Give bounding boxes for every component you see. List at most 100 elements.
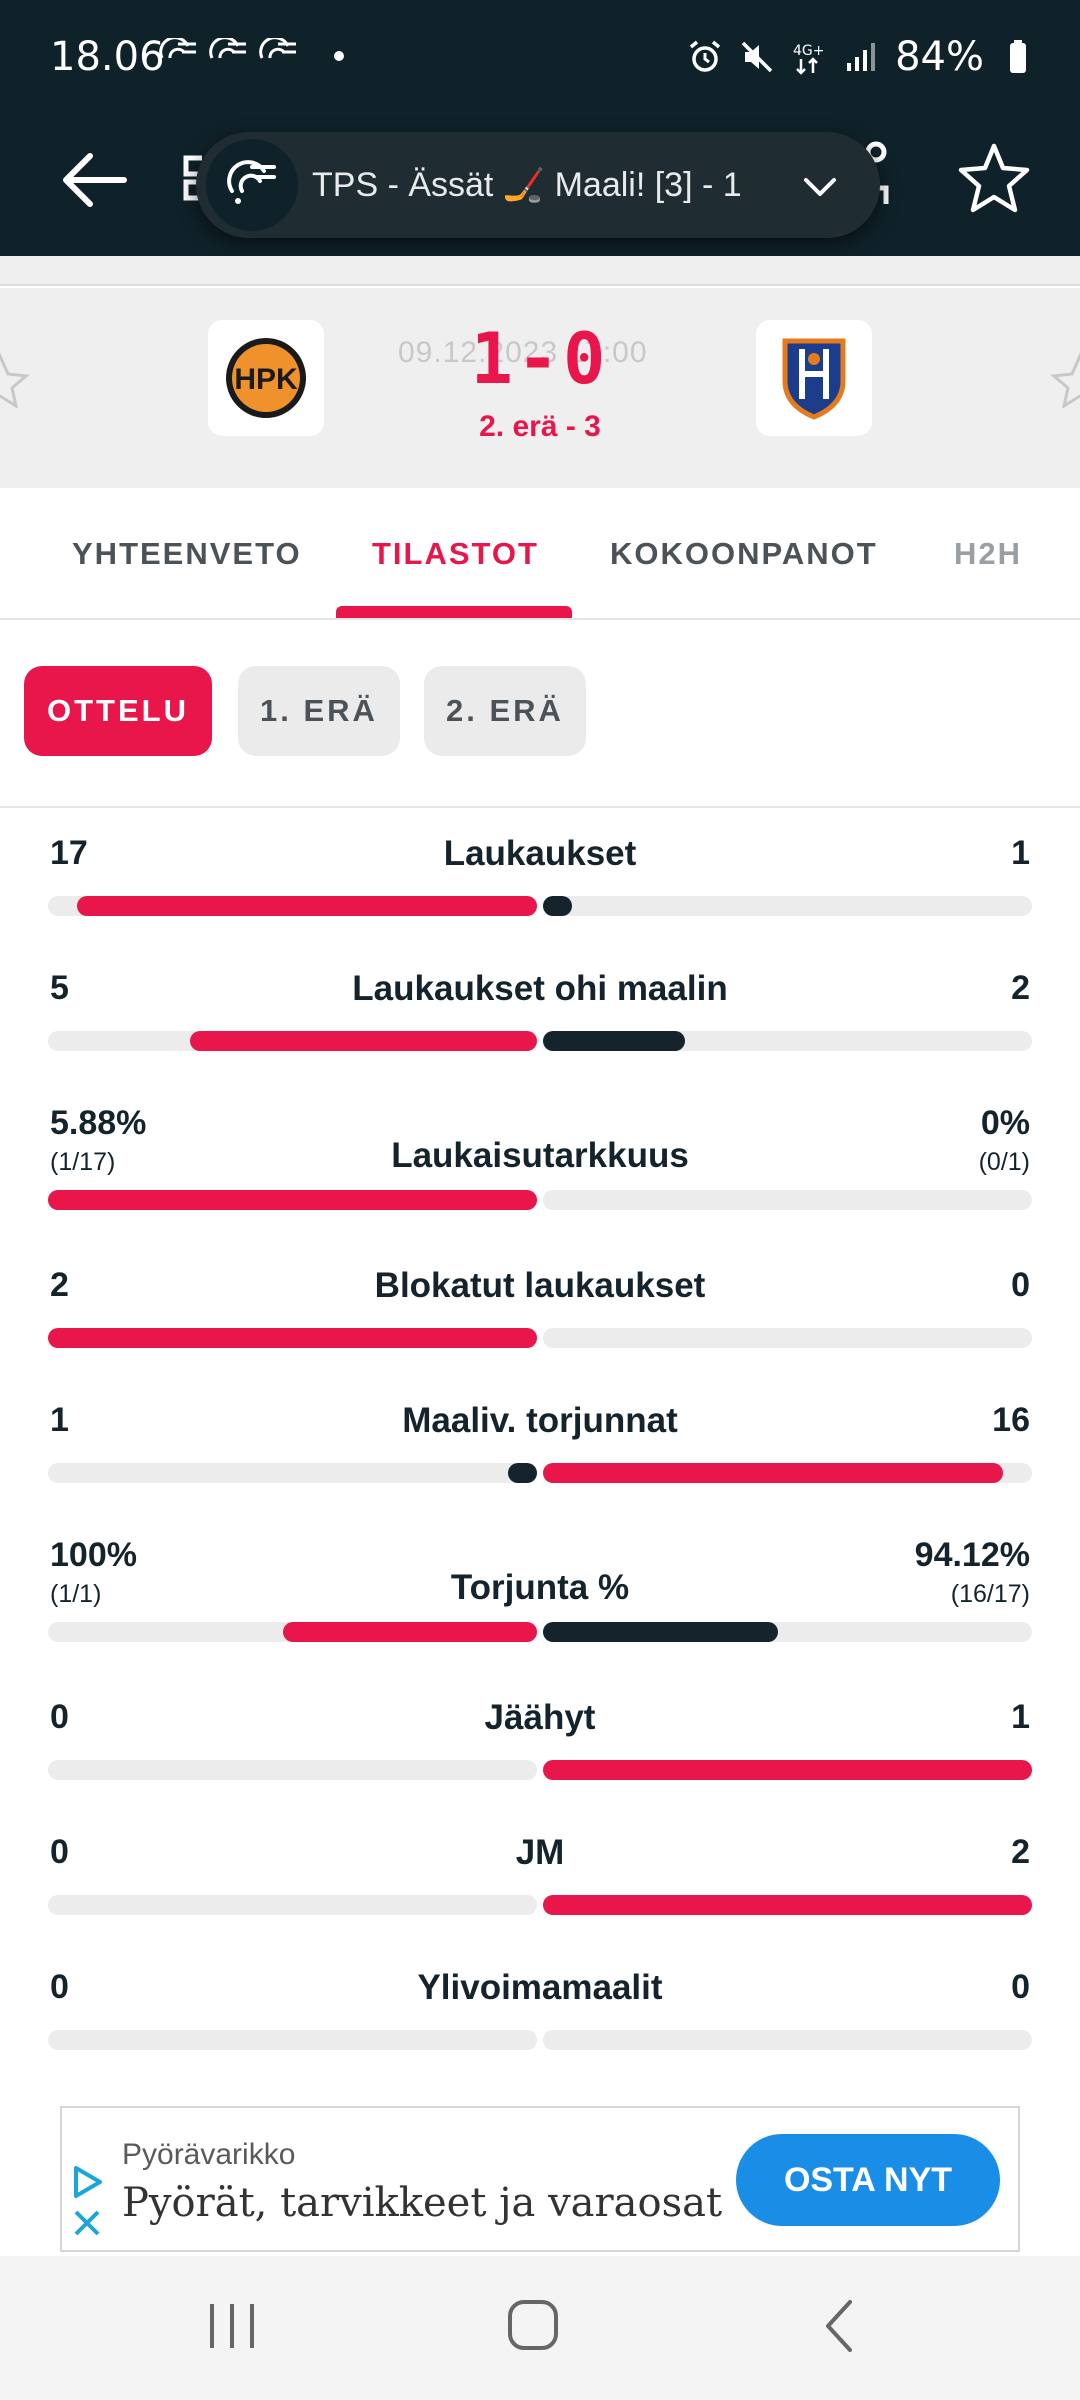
app-notification-icon [209,38,246,59]
favorite-away-star-icon[interactable] [1050,348,1080,408]
stat-home-bar-fill [48,1328,537,1348]
stat-away-bar-track [543,1463,1032,1483]
stat-home-bar-track [48,1463,537,1483]
period-filter: OTTELU 1. ERÄ 2. ERÄ [0,620,1080,808]
stat-home-bar-track [48,1622,537,1642]
stat-away-detail: (16/17) [950,1580,1030,1608]
stat-away-bar-track [543,1328,1032,1348]
stat-home-bar-fill [77,896,537,916]
recent-apps-icon[interactable] [192,2296,272,2356]
ad-banner[interactable]: Pyörävarikko Pyörät, tarvikkeet ja varao… [60,2106,1020,2252]
tab-h2h[interactable]: H2H [954,536,1023,571]
stat-away-value: 2 [1011,1833,1030,1871]
signal-icon [847,43,876,71]
home-icon[interactable] [494,2296,574,2356]
stat-home-value: 5 [50,969,69,1007]
status-right: 4G+ 84% [687,34,1036,80]
live-score-pill[interactable]: TPS - Ässät 🏒 Maali! [3] - 1 [196,132,880,238]
stat-home-value: 0 [50,1833,69,1871]
stat-home-value: 17 [50,834,88,872]
favorite-home-star-icon[interactable] [0,348,30,408]
svg-text:4G+: 4G+ [793,43,825,59]
stat-away-value: 94.12% [914,1536,1030,1574]
match-tabs: YHTEENVETO TILASTOT KOKOONPANOT H2H [0,488,1080,620]
stat-home-bar-track [48,1031,537,1051]
stat-home-bar-track [48,1190,537,1210]
home-team-logo[interactable]: HPK [208,320,324,436]
ad-choices-icon[interactable] [68,2164,108,2244]
stat-home-value: 5.88% [50,1104,147,1142]
stat-home-value: 0 [50,1968,69,2006]
top-app-bar: TPS - Ässät 🏒 Maali! [3] - 1 [0,118,1080,256]
chevron-down-icon[interactable] [800,166,840,206]
stat-away-value: 1 [1011,1698,1030,1736]
stat-home-bar-fill [283,1622,537,1642]
tab-lineups[interactable]: KOKOONPANOT [610,536,878,571]
stat-away-bar-fill [543,1760,1032,1780]
stat-away-bar-fill [543,1622,778,1642]
stat-away-detail: (0/1) [978,1148,1030,1176]
stat-away-bar-track [543,2030,1032,2050]
stat-away-value: 0% [980,1104,1030,1142]
back-nav-icon[interactable] [800,2296,880,2356]
stat-home-bar-track [48,896,537,916]
stat-home-value: 100% [50,1536,137,1574]
tappara-logo-icon [782,338,846,420]
stat-away-bar-fill [543,1463,1003,1483]
network-4g-icon: 4G+ [793,43,825,75]
stat-away-bar-track [543,1622,1032,1642]
ad-buy-now-button[interactable]: OSTA NYT [736,2134,1000,2226]
tab-statistics[interactable]: TILASTOT [372,536,539,571]
battery-level: 84% [895,34,984,80]
stat-home-bar-track [48,1328,537,1348]
match-header: HPK 09.12.2023 17:00 1-0 2. erä - 3 [0,288,1080,488]
stat-label: JM [515,1833,565,1872]
stat-home-detail: (1/17) [50,1148,116,1176]
stat-home-bar-fill [190,1031,537,1051]
stat-away-value: 16 [992,1401,1030,1439]
stat-away-bar-fill [543,896,572,916]
active-tab-indicator [336,606,572,618]
stat-home-bar-track [48,1895,537,1915]
ad-brand: Pyörävarikko [122,2138,296,2171]
stat-label: Jäähyt [484,1698,596,1737]
stat-home-bar-track [48,2030,537,2050]
stat-label: Laukaisutarkkuus [391,1136,689,1175]
hpk-logo-icon: HPK [226,338,306,418]
stat-away-value: 1 [1011,834,1030,872]
ad-headline: Pyörät, tarvikkeet ja varaosat [122,2180,723,2226]
battery-icon [1010,40,1026,73]
chip-match[interactable]: OTTELU [24,666,212,756]
stat-home-value: 2 [50,1266,69,1304]
stat-away-bar-track [543,1760,1032,1780]
tab-summary[interactable]: YHTEENVETO [72,536,302,571]
stat-away-value: 0 [1011,1266,1030,1304]
stat-label: Ylivoimamaalit [417,1968,663,2007]
stat-home-value: 1 [50,1401,69,1439]
favorite-star-icon[interactable] [954,138,1034,218]
status-bar: 18.06 4G+ 84% [0,0,1080,118]
stat-home-bar-fill [48,1190,537,1210]
stat-away-bar-track [543,1031,1032,1051]
system-navigation-bar [0,2256,1080,2400]
stat-away-value: 0 [1011,1968,1030,2006]
back-arrow-icon[interactable] [58,140,138,220]
stat-label: Blokatut laukaukset [374,1266,706,1305]
chip-period-2[interactable]: 2. ERÄ [424,666,586,756]
stat-away-bar-fill [543,1031,685,1051]
stat-home-detail: (1/1) [50,1580,102,1608]
status-notifications [158,38,344,74]
chip-period-1[interactable]: 1. ERÄ [238,666,400,756]
partially-hidden-icon [183,155,202,201]
header-divider [0,256,1080,286]
away-team-logo[interactable] [756,320,872,436]
alarm-icon [689,40,721,72]
stat-away-bar-track [543,1895,1032,1915]
status-time: 18.06 [50,34,165,80]
stat-label: Torjunta % [450,1568,630,1607]
match-date: 09.12.2023 17:00 [398,336,648,369]
stat-away-bar-track [543,896,1032,916]
stat-home-bar-track [48,1760,537,1780]
mute-icon [741,41,773,73]
match-period: 2. erä - 3 [479,410,601,443]
